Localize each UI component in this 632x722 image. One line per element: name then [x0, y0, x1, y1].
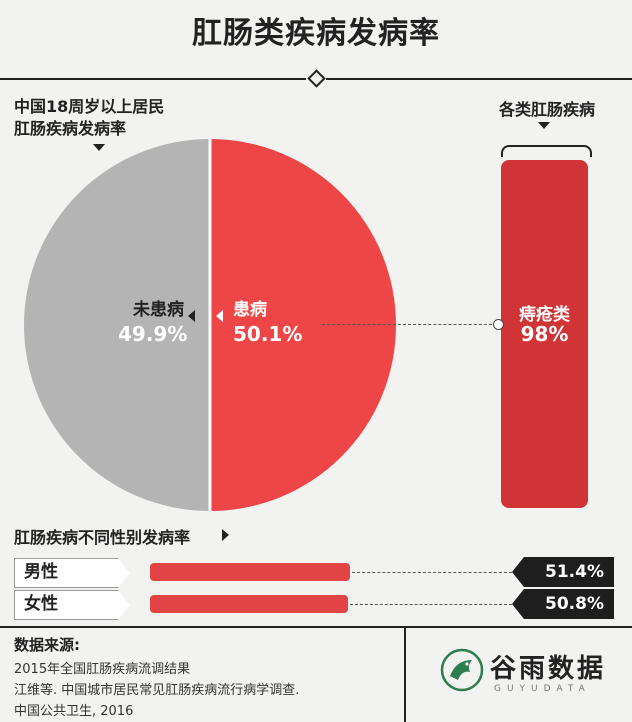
gender-heading: 肛肠疾病不同性别发病率 [14, 524, 190, 548]
pie-label-healthy: 未患病 49.9% [118, 298, 188, 346]
gender-connector-male [352, 572, 512, 573]
gender-label-male: 男性 [24, 562, 58, 582]
gender-bar-female [150, 595, 348, 613]
pie-slice-healthy [24, 139, 211, 511]
gender-value-female: 50.8% [512, 589, 614, 619]
column-label-value: 98% [520, 322, 569, 346]
gender-label-female: 女性 [24, 594, 58, 614]
footer-divider [0, 626, 632, 628]
guyu-bird-logo [440, 648, 484, 692]
connector-dot [493, 319, 504, 330]
pie-label-ill-name: 患病 [233, 300, 267, 320]
pie-heading-line1: 中国18周岁以上居民 [14, 97, 165, 116]
source-line: 2015年全国肛肠疾病流调结果 [14, 662, 191, 677]
pie-label-ill-value: 50.1% [233, 322, 303, 346]
pie-label-healthy-value: 49.9% [118, 322, 188, 346]
column-heading: 各类肛肠疾病 [498, 100, 595, 119]
pie-label-ill: 患病 50.1% [233, 298, 302, 346]
column-bar-hemorrhoids [501, 160, 588, 508]
footer-separator [404, 628, 406, 722]
gender-heading-text: 肛肠疾病不同性别发病率 [14, 528, 191, 547]
pie-label-healthy-name: 未患病 [133, 300, 184, 320]
gender-tab-male [14, 558, 130, 588]
logo-subtitle: GUYUDATA [494, 684, 591, 694]
pie-heading: 中国18周岁以上居民 肛肠疾病发病率 [14, 96, 214, 140]
pie-heading-line2: 肛肠疾病发病率 [14, 119, 127, 138]
arrow-down-icon [93, 144, 105, 151]
source-heading: 数据来源: [14, 636, 80, 654]
connector-line [322, 324, 497, 325]
title-divider [0, 69, 632, 88]
gender-connector-female [349, 604, 512, 605]
source-line: 中国公共卫生, 2016 [14, 704, 134, 719]
arrow-right-icon [222, 529, 229, 541]
page-title: 肛肠类疾病发病率 [192, 16, 440, 51]
arrow-left-icon [188, 310, 195, 322]
gender-tab-female [14, 590, 130, 620]
gender-bar-male [150, 563, 350, 581]
column-bracket [501, 145, 592, 157]
column-label-name: 痔疮类 [519, 305, 570, 325]
arrow-down-icon [538, 122, 550, 129]
logo-name: 谷雨数据 [490, 654, 607, 684]
gender-value-male: 51.4% [512, 557, 614, 587]
arrow-left-icon [216, 310, 223, 322]
source-line: 江维等. 中国城市居民常见肛肠疾病流行病学调查. [14, 683, 300, 698]
pie-slice-ill [208, 139, 397, 512]
